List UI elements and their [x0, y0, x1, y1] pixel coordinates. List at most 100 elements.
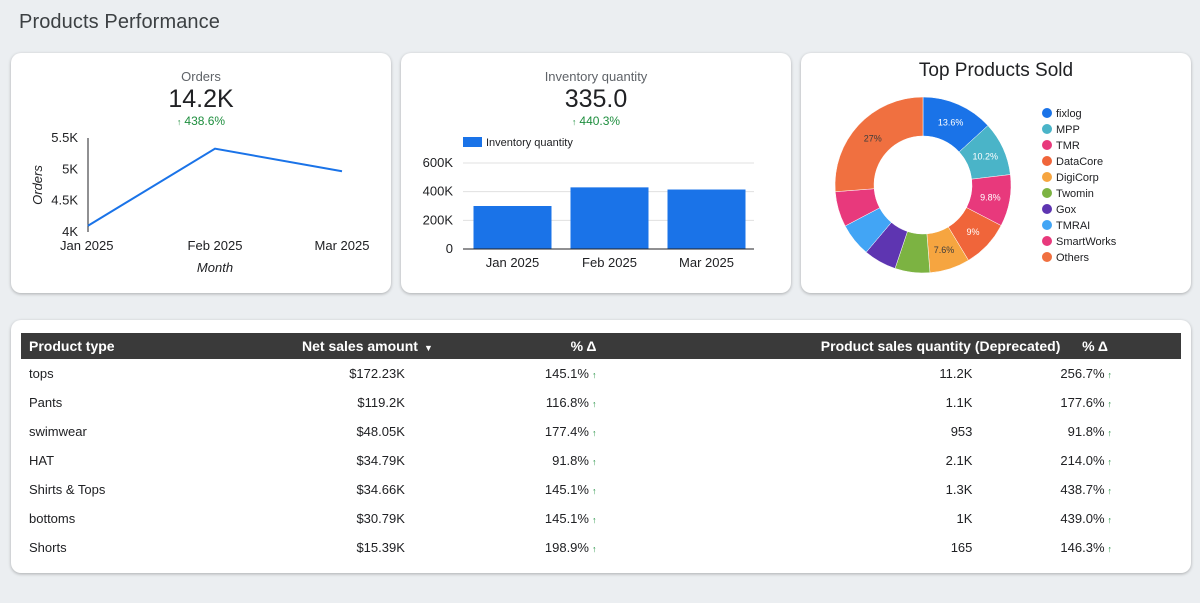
up-arrow-icon: ↑ [591, 370, 597, 380]
orders-delta: ↑ 438.6% [11, 114, 391, 128]
orders-series-line [87, 147, 343, 227]
legend-dot [1042, 108, 1052, 118]
cell-quantity: 165 [950, 540, 973, 555]
cell-delta-sales-value: 145.1% [544, 511, 589, 526]
legend-dot [1042, 124, 1052, 134]
y-tick-label: 0 [446, 241, 453, 256]
up-arrow-icon: ↑ [1107, 399, 1113, 409]
legend-dot [1042, 204, 1052, 214]
bar [473, 206, 552, 249]
legend-label: TMRAI [1056, 220, 1090, 232]
cell-delta-sales: 145.1% ↑ [448, 504, 725, 533]
y-tick-label: 4K [62, 224, 78, 239]
inventory-title: Inventory quantity [544, 69, 648, 84]
x-tick-label: Feb 2025 [188, 238, 243, 253]
page-title: Products Performance [19, 11, 220, 33]
legend-swatch [463, 137, 482, 147]
up-arrow-icon: ↑ [591, 457, 597, 467]
x-axis-label: Month [197, 260, 233, 275]
slice-label: 9.8% [980, 192, 1001, 202]
cell-delta-quantity-value: 256.7% [1060, 366, 1105, 381]
slice-label: 27% [864, 133, 882, 143]
cell-delta-quantity-value: 439.0% [1060, 511, 1105, 526]
cell-net-sales: $15.39K [356, 540, 405, 555]
cell-product-type: Shorts [29, 540, 67, 555]
y-tick-label: 4.5K [51, 193, 78, 208]
slice-label: 9% [966, 227, 979, 237]
table-row[interactable]: bottoms $30.79K 145.1% ↑ 1K 439.0% ↑ [21, 504, 1181, 533]
cell-product-type: Shirts & Tops [29, 482, 106, 497]
up-arrow-icon: ↑ [591, 544, 597, 554]
col-quantity[interactable]: Product sales quantity (Deprecated) [820, 338, 1061, 354]
y-tick-label: 200K [423, 212, 454, 227]
cell-delta-sales-value: 145.1% [544, 482, 589, 497]
cell-delta-quantity: 214.0% ↑ [1060, 446, 1181, 475]
legend-label: Inventory quantity [486, 137, 573, 149]
top-products-card: Top Products Sold 13.6% 10.2% 9.8% 9% 7.6% 27%… [801, 53, 1191, 293]
cell-net-sales: $34.66K [356, 482, 405, 497]
cell-delta-quantity-value: 91.8% [1067, 424, 1105, 439]
legend-dot [1042, 220, 1052, 230]
table-row[interactable]: swimwear $48.05K 177.4% ↑ 953 91.8% ↑ [21, 417, 1181, 446]
orders-line-chart: 4K 4.5K 5K 5.5K Jan 2025 Feb 2025 Mar 2025 Mont… [30, 130, 370, 275]
up-arrow-icon: ↑ [1107, 515, 1113, 525]
table-row[interactable]: Pants $119.2K 116.8% ↑ 1.1K 177.6% ↑ [21, 388, 1181, 417]
products-table: Product type Net sales amount ▼ % Δ Produ… [21, 333, 1181, 562]
slice-label: 10.2% [972, 151, 998, 161]
up-arrow-icon: ↑ [1107, 370, 1113, 380]
table-row[interactable]: HAT $34.79K 91.8% ↑ 2.1K 214.0% ↑ [21, 446, 1181, 475]
y-tick-label: 600K [423, 155, 454, 170]
slice-label: 13.6% [938, 117, 964, 127]
cell-quantity: 1.3K [945, 482, 973, 497]
legend-dot [1042, 252, 1052, 262]
col-delta-sales[interactable]: % Δ [570, 338, 597, 354]
cell-product-type: bottoms [29, 511, 76, 526]
cell-quantity: 1.1K [945, 395, 973, 410]
table-header-row: Product type Net sales amount ▼ % Δ Produ… [21, 333, 1181, 359]
x-tick-label: Feb 2025 [582, 255, 637, 270]
cell-delta-quantity-value: 177.6% [1060, 395, 1105, 410]
legend-label: fixlog [1056, 108, 1082, 120]
orders-value: 14.2K [168, 85, 234, 113]
cell-delta-quantity: 438.7% ↑ [1060, 475, 1181, 504]
bar [667, 189, 746, 249]
cell-delta-sales-value: 116.8% [545, 395, 589, 410]
cell-net-sales: $34.79K [356, 453, 405, 468]
y-axis-label: Orders [30, 165, 45, 205]
cell-delta-quantity: 256.7% ↑ [1060, 359, 1181, 388]
cell-delta-sales-value: 91.8% [552, 453, 589, 468]
cell-delta-quantity-value: 214.0% [1060, 453, 1105, 468]
top-products-donut-chart: Top Products Sold 13.6% 10.2% 9.8% 9% 7.6% 27%… [834, 60, 1117, 274]
col-net-sales[interactable]: Net sales amount ▼ [221, 333, 448, 359]
col-product-type[interactable]: Product type [29, 338, 115, 354]
legend-label: DigiCorp [1056, 172, 1099, 184]
y-tick-label: 5.5K [51, 130, 78, 145]
sort-desc-icon[interactable]: ▼ [423, 343, 433, 353]
table-row[interactable]: tops $172.23K 145.1% ↑ 11.2K 256.7% ↑ [21, 359, 1181, 388]
cell-delta-quantity: 146.3% ↑ [1060, 533, 1181, 562]
legend-label: Twomin [1056, 188, 1094, 200]
table-row[interactable]: Shirts & Tops $34.66K 145.1% ↑ 1.3K 438.7% ↑ [21, 475, 1181, 504]
table-row[interactable]: Shorts $15.39K 198.9% ↑ 165 146.3% ↑ [21, 533, 1181, 562]
legend-label: Others [1056, 252, 1090, 264]
up-arrow-icon: ↑ [1107, 457, 1113, 467]
x-tick-label: Mar 2025 [679, 255, 734, 270]
legend-dot [1042, 188, 1052, 198]
cell-delta-quantity-value: 438.7% [1060, 482, 1105, 497]
cell-delta-sales: 145.1% ↑ [448, 475, 725, 504]
cell-quantity: 1K [956, 511, 973, 526]
slice-label: 7.6% [934, 245, 955, 255]
cell-quantity: 953 [950, 424, 973, 439]
orders-card: Orders 14.2K ↑ 438.6% 4K 4.5K 5K 5.5K Jan 202… [11, 53, 391, 293]
legend-label: Gox [1056, 204, 1077, 216]
up-arrow-icon: ↑ [591, 515, 597, 525]
bar [570, 187, 649, 249]
legend-label: DataCore [1056, 156, 1103, 168]
cell-net-sales: $30.79K [356, 511, 405, 526]
cell-product-type: Pants [29, 395, 63, 410]
cell-quantity: 11.2K [939, 366, 973, 381]
legend-dot [1042, 156, 1052, 166]
x-tick-label: Mar 2025 [315, 238, 370, 253]
col-delta-quantity[interactable]: % Δ [1082, 338, 1108, 354]
cell-delta-sales-value: 145.1% [544, 366, 589, 381]
